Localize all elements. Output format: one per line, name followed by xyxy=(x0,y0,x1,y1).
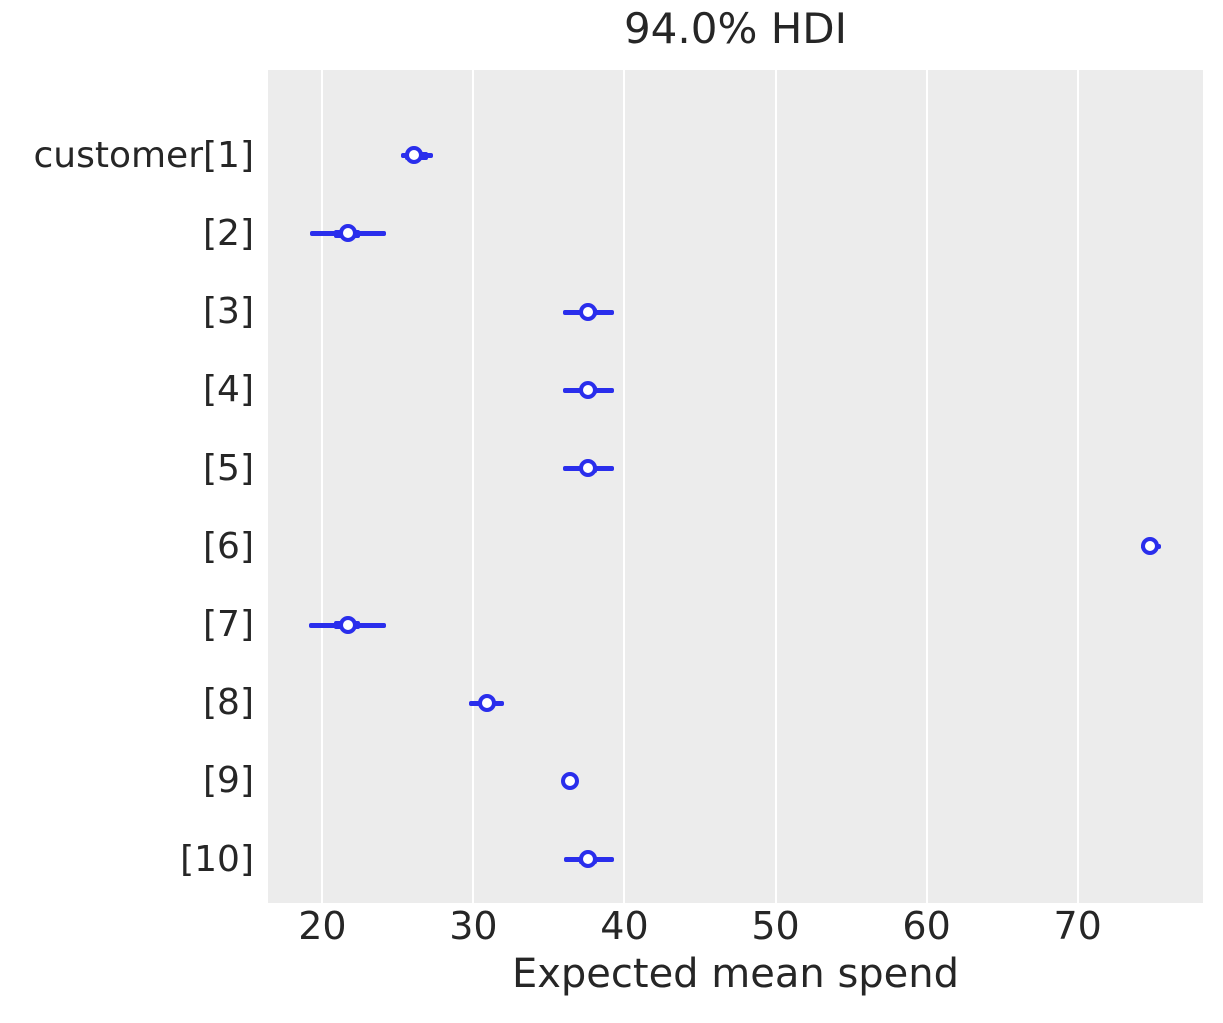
point-estimate-marker xyxy=(578,850,597,869)
point-estimate-marker xyxy=(405,146,424,165)
y-tick-label: [4] xyxy=(203,369,254,411)
gridline xyxy=(472,70,475,903)
x-axis-label: Expected mean spend xyxy=(511,951,960,997)
point-estimate-marker xyxy=(560,771,579,790)
y-tick-label: customer[1] xyxy=(33,134,254,176)
point-estimate-marker xyxy=(477,693,496,712)
point-estimate-marker xyxy=(338,615,357,634)
x-tick-label: 70 xyxy=(1053,904,1102,948)
y-tick-label: [6] xyxy=(203,525,254,567)
gridline xyxy=(321,70,324,903)
x-tick-label: 50 xyxy=(751,904,800,948)
x-tick-label: 30 xyxy=(449,904,498,948)
point-estimate-marker xyxy=(578,380,597,399)
gridline xyxy=(1076,70,1079,903)
y-tick-label: [9] xyxy=(203,760,254,802)
x-tick-label: 20 xyxy=(298,904,347,948)
y-tick-label: [5] xyxy=(203,447,254,489)
gridline xyxy=(623,70,626,903)
point-estimate-marker xyxy=(338,224,357,243)
y-tick-label: [10] xyxy=(180,838,254,880)
chart-title: 94.0% HDI xyxy=(623,4,848,53)
plot-area xyxy=(268,70,1203,903)
y-tick-label: [3] xyxy=(203,291,254,333)
point-estimate-marker xyxy=(1140,537,1159,556)
y-tick-label: [2] xyxy=(203,212,254,254)
point-estimate-marker xyxy=(578,459,597,478)
y-tick-label: [7] xyxy=(203,604,254,646)
x-tick-label: 60 xyxy=(902,904,951,948)
gridline xyxy=(925,70,928,903)
y-tick-label: [8] xyxy=(203,682,254,724)
x-tick-label: 40 xyxy=(600,904,649,948)
gridline xyxy=(774,70,777,903)
point-estimate-marker xyxy=(578,302,597,321)
